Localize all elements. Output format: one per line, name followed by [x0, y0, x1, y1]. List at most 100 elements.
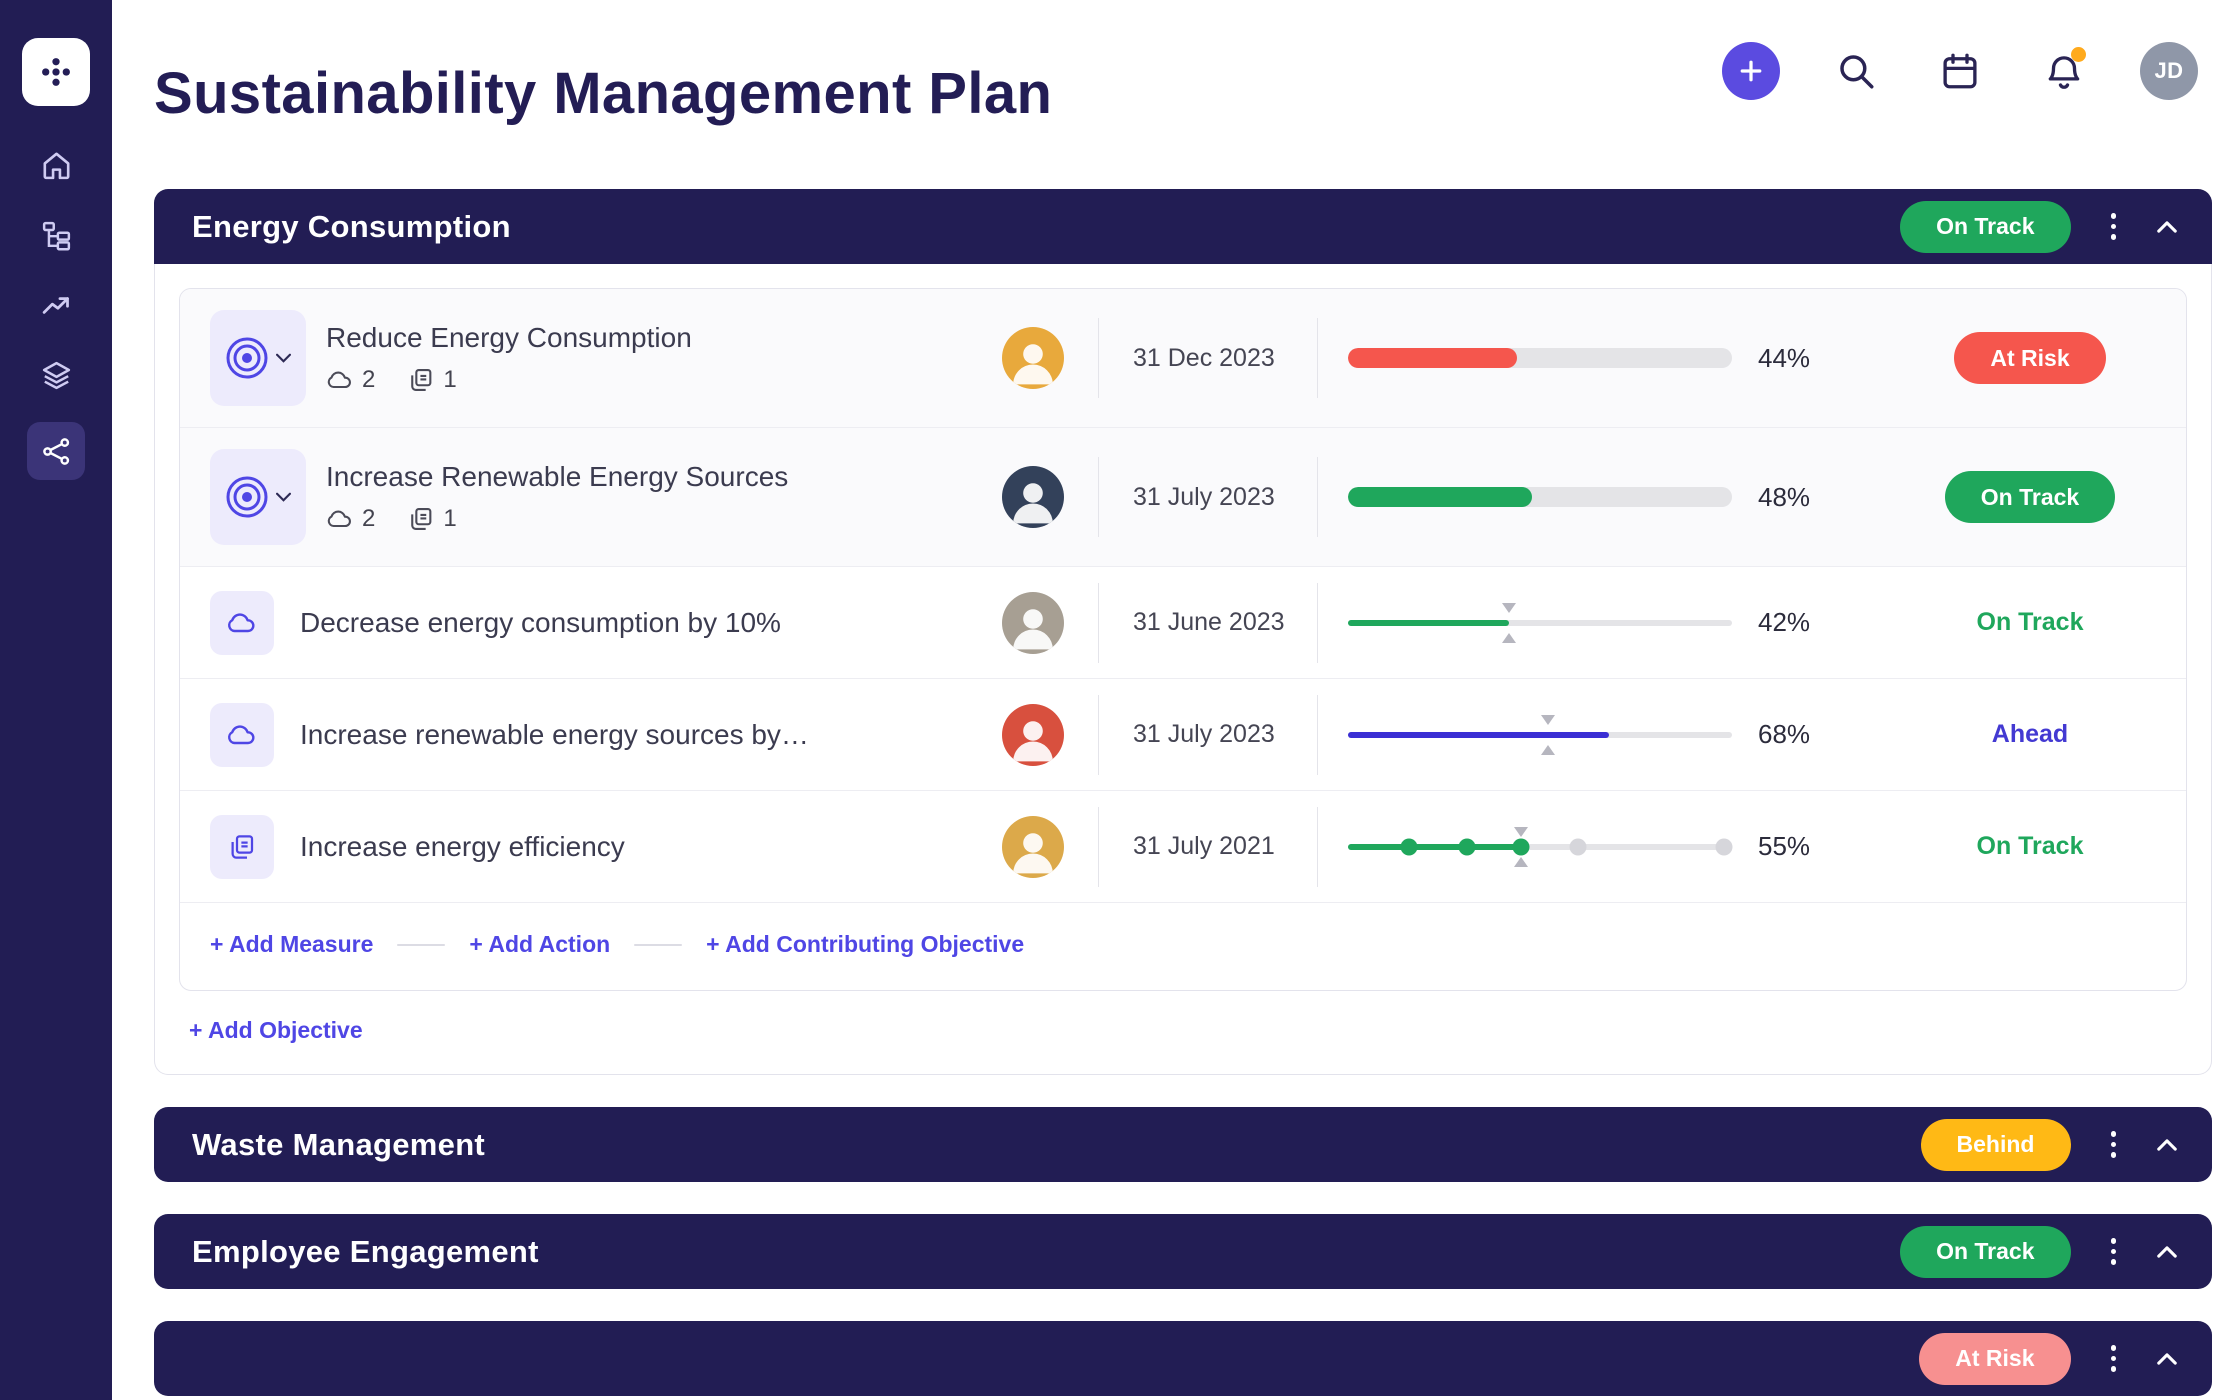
status-badge[interactable]: On Track [1900, 1225, 2071, 1278]
search-icon [1840, 55, 1874, 89]
section-menu-button[interactable] [2099, 1119, 2129, 1170]
status-text: Ahead [1991, 720, 2069, 748]
user-avatar[interactable]: JD [2140, 42, 2198, 100]
due-date[interactable]: 31 Dec 2023 [1133, 343, 1275, 372]
section-energy-consumption: Energy Consumption On Track [154, 189, 2212, 1075]
milestone-dot [1400, 838, 1418, 855]
section-header[interactable]: Waste Management Behind [154, 1107, 2212, 1182]
section-header[interactable]: At Risk [154, 1321, 2212, 1396]
trending-up-icon [42, 296, 69, 314]
layers-icon [42, 361, 70, 389]
expand-button[interactable] [2146, 1128, 2188, 1162]
progress-milestones [1318, 838, 1758, 855]
avatar[interactable] [1002, 591, 1064, 654]
measure-icon-box[interactable] [210, 590, 274, 655]
chevron-up-icon [2157, 1138, 2177, 1151]
milestone-dot [1512, 838, 1530, 855]
add-button[interactable] [1722, 42, 1780, 100]
avatar[interactable] [1002, 466, 1064, 528]
hierarchy-icon [42, 221, 70, 250]
add-action-link[interactable]: + Add Action [469, 931, 611, 957]
action-title[interactable]: Increase energy efficiency [300, 830, 625, 862]
milestone-dot [1715, 838, 1733, 855]
action-row: Increase energy efficiency 31 July 2021 [180, 791, 2186, 903]
sidebar-item-network[interactable] [27, 422, 85, 480]
due-date[interactable]: 31 July 2023 [1133, 482, 1275, 511]
link-separator [634, 943, 683, 946]
progress-line [1318, 731, 1758, 738]
milestone-dot [1569, 838, 1587, 855]
sidebar-item-layers[interactable] [27, 352, 85, 398]
section-menu-button[interactable] [2099, 201, 2129, 252]
progress-bar [1318, 348, 1758, 368]
add-measure-link[interactable]: + Add Measure [210, 931, 374, 957]
progress-line [1318, 619, 1758, 626]
status-badge[interactable]: On Track [1900, 200, 2071, 253]
status-text: On Track [1976, 832, 2084, 860]
page-title: Sustainability Management Plan [154, 61, 1053, 126]
page-header: Sustainability Management Plan JD [154, 36, 2212, 127]
progress-bar [1318, 487, 1758, 507]
add-objective-link[interactable]: + Add Objective [189, 1017, 363, 1043]
section-partial: At Risk [154, 1321, 2212, 1396]
chevron-down-icon [276, 492, 291, 502]
action-count-icon [411, 369, 432, 391]
measure-row: Increase renewable energy sources by… 31… [180, 679, 2186, 791]
cloud-icon [228, 612, 255, 632]
due-date[interactable]: 31 June 2023 [1133, 608, 1285, 636]
search-button[interactable] [1828, 43, 1884, 99]
section-menu-button[interactable] [2099, 1226, 2129, 1277]
objective-expander[interactable] [210, 449, 306, 545]
section-employee-engagement: Employee Engagement On Track [154, 1214, 2212, 1289]
status-badge[interactable]: Behind [1920, 1118, 2071, 1171]
target-icon [226, 337, 268, 379]
avatar[interactable] [1002, 815, 1064, 878]
expand-button[interactable] [2146, 1235, 2188, 1269]
status-text: On Track [1976, 608, 2084, 636]
milestone-dot [1458, 838, 1476, 855]
section-menu-button[interactable] [2099, 1333, 2129, 1384]
progress-percent: 68% [1758, 719, 1811, 749]
avatar[interactable] [1002, 327, 1064, 389]
section-waste-management: Waste Management Behind [154, 1107, 2212, 1182]
card-footer: + Add Measure + Add Action + Add Contrib… [180, 903, 2186, 990]
sidebar [0, 0, 112, 1400]
expand-button[interactable] [2146, 1342, 2188, 1376]
section-title: Employee Engagement [192, 1233, 539, 1269]
objective-title[interactable]: Reduce Energy Consumption [326, 322, 692, 353]
bell-icon [2048, 56, 2080, 89]
status-badge[interactable]: At Risk [1919, 1332, 2071, 1385]
measure-title[interactable]: Increase renewable energy sources by… [300, 718, 809, 750]
add-contributing-objective-link[interactable]: + Add Contributing Objective [706, 931, 1025, 957]
section-body: Reduce Energy Consumption 2 1 31 Dec 202… [154, 264, 2212, 1075]
objective-counts: 2 1 [326, 505, 788, 533]
sidebar-item-reports[interactable] [27, 282, 85, 328]
measure-icon-box[interactable] [210, 702, 274, 767]
objective-title[interactable]: Increase Renewable Energy Sources [326, 461, 789, 492]
progress-percent: 48% [1758, 481, 1811, 512]
chevron-down-icon [276, 353, 291, 363]
status-badge[interactable]: At Risk [1954, 332, 2106, 384]
objective-row: Reduce Energy Consumption 2 1 31 Dec 202… [180, 289, 2186, 428]
section-header[interactable]: Employee Engagement On Track [154, 1214, 2212, 1289]
measure-title[interactable]: Decrease energy consumption by 10% [300, 606, 781, 638]
app-logo[interactable] [22, 38, 90, 106]
home-icon [43, 152, 69, 179]
objective-expander[interactable] [210, 310, 306, 406]
target-icon [226, 476, 268, 518]
due-date[interactable]: 31 July 2023 [1133, 720, 1275, 748]
add-objective-row: + Add Objective [179, 991, 2187, 1074]
avatar[interactable] [1002, 703, 1064, 766]
chevron-up-icon [2157, 220, 2177, 233]
status-badge[interactable]: On Track [1944, 471, 2116, 523]
action-icon-box[interactable] [210, 814, 274, 879]
calendar-icon [1943, 53, 1977, 89]
calendar-button[interactable] [1932, 43, 1988, 99]
collapse-button[interactable] [2146, 210, 2188, 244]
sidebar-item-hierarchy[interactable] [27, 212, 85, 258]
notifications-button[interactable] [2036, 43, 2092, 99]
sidebar-item-home[interactable] [27, 142, 85, 188]
action-count-icon [411, 508, 432, 530]
due-date[interactable]: 31 July 2021 [1133, 832, 1275, 860]
section-header[interactable]: Energy Consumption On Track [154, 189, 2212, 264]
